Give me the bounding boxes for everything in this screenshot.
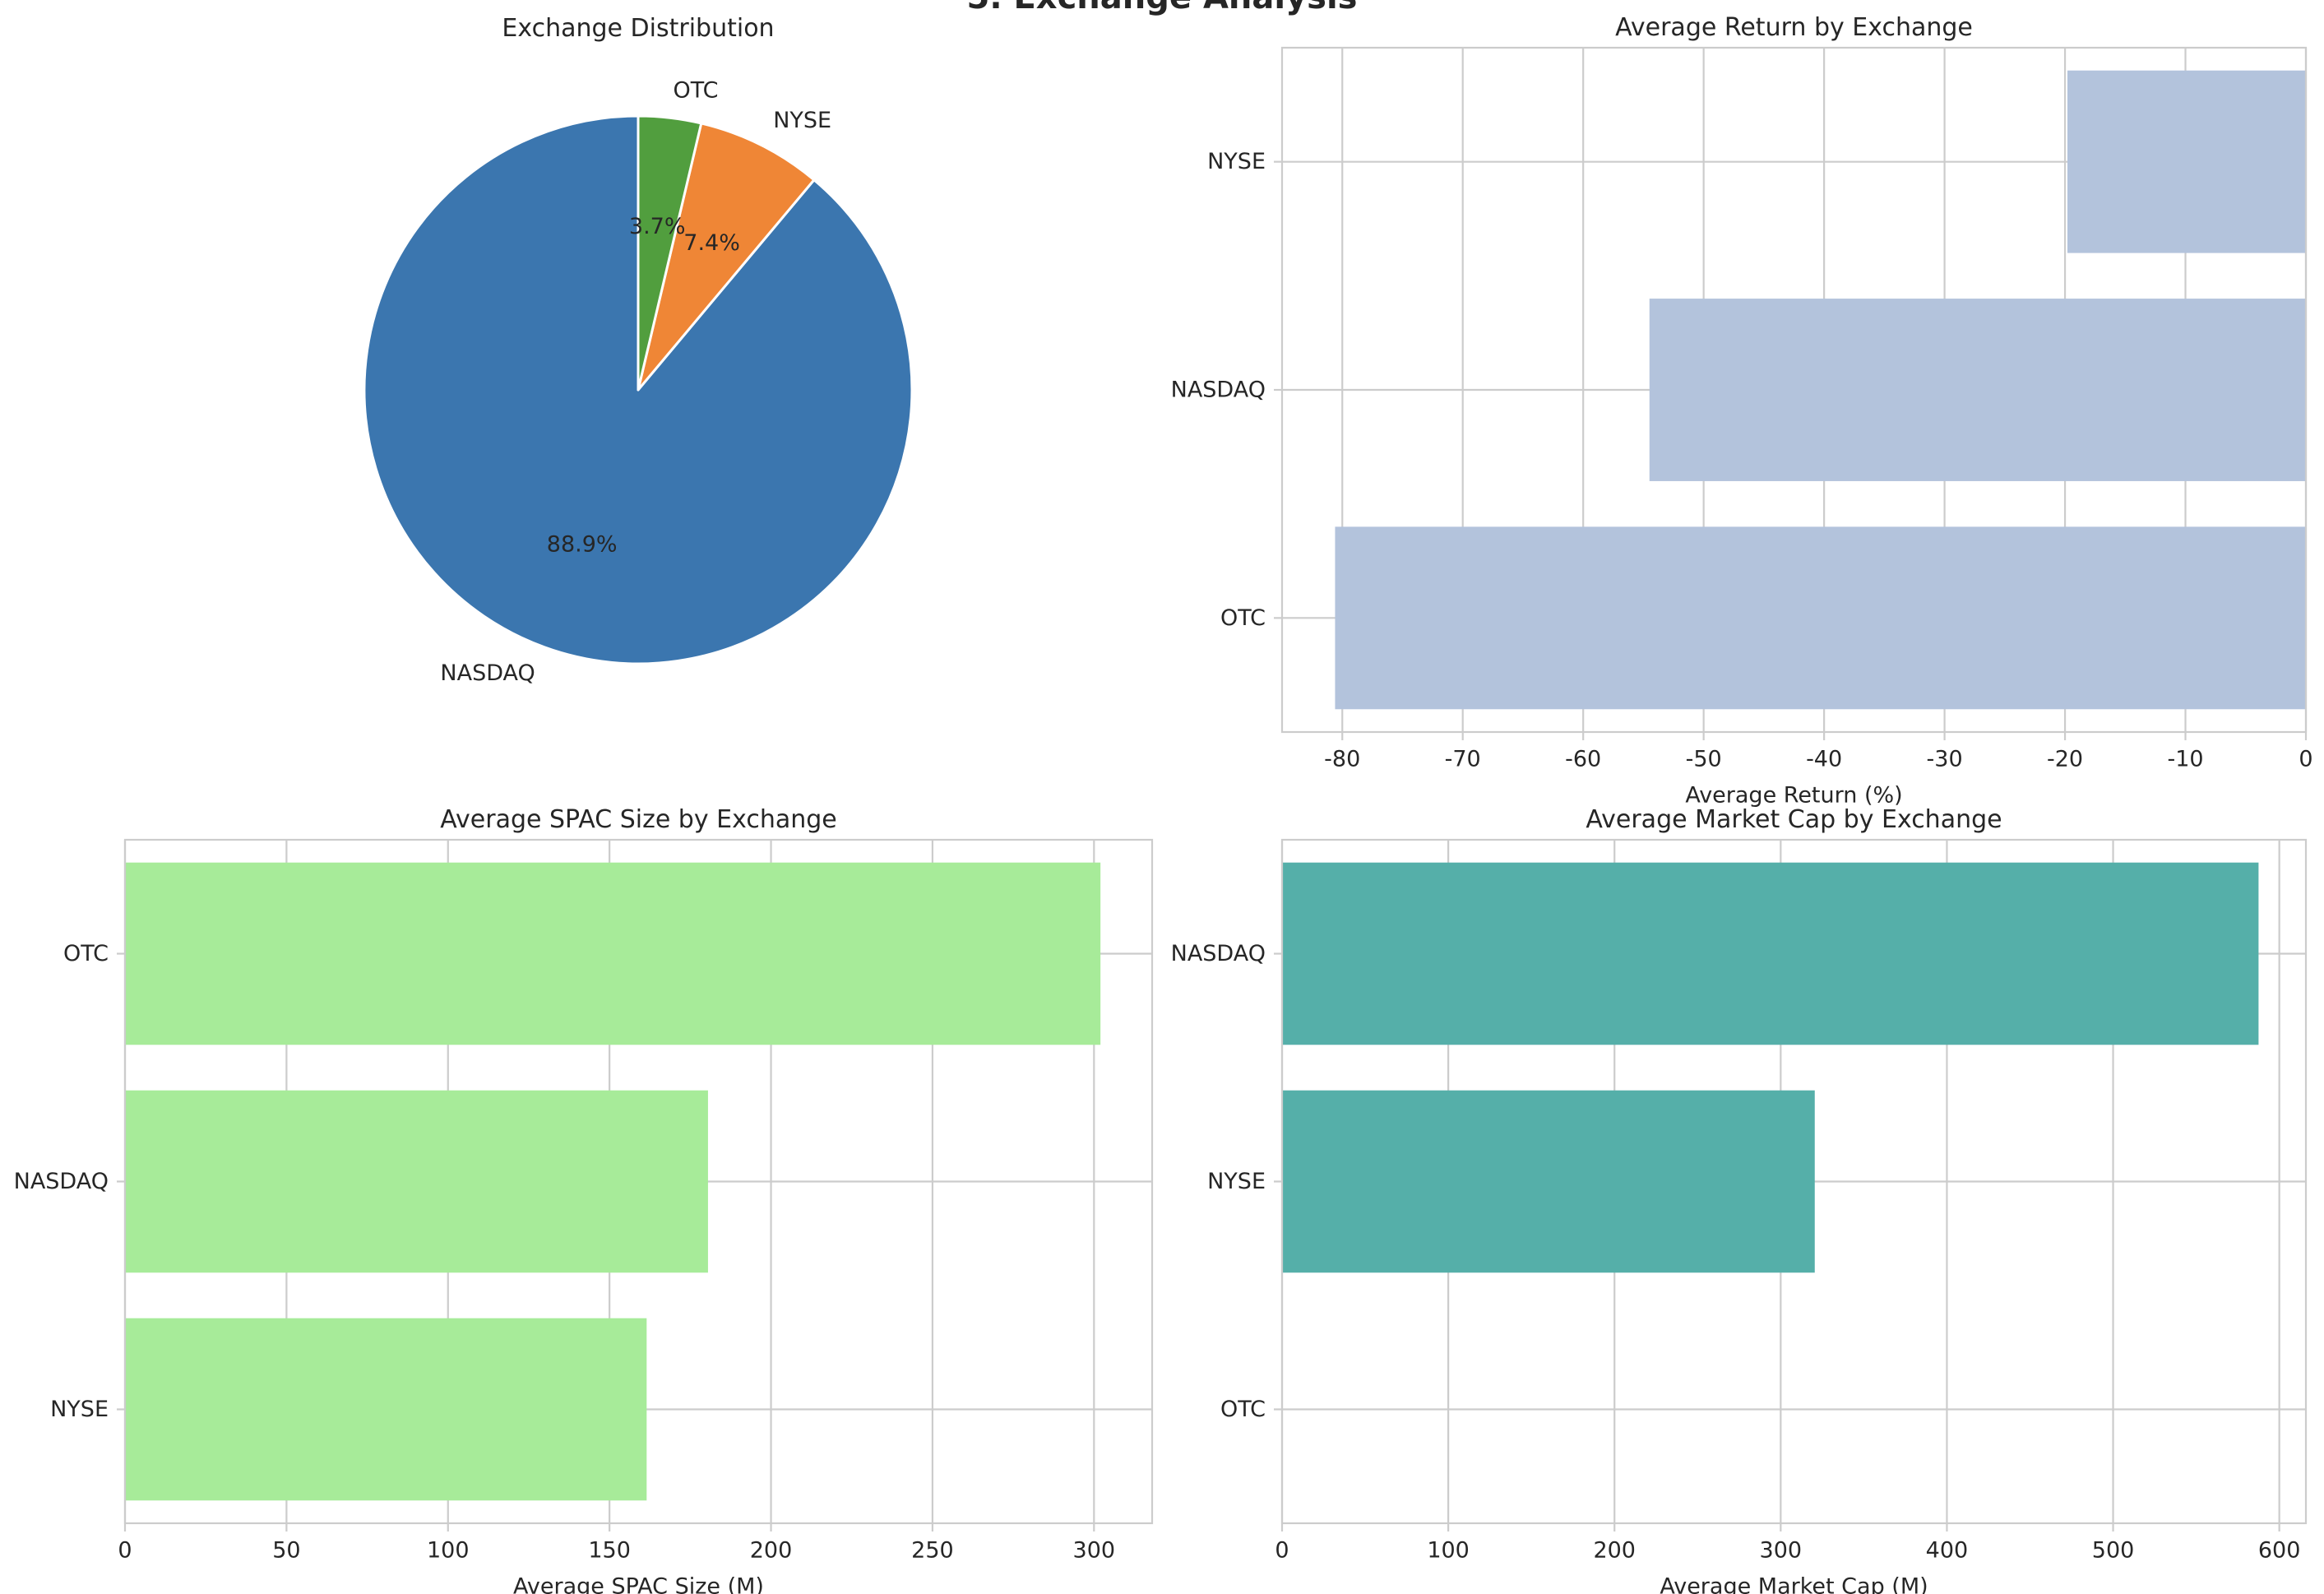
x-tick-label: 400	[1926, 1538, 1969, 1564]
x-tick-label: -50	[1686, 747, 1722, 772]
y-tick-label-nasdaq: NASDAQ	[14, 1169, 109, 1194]
pie-label-nasdaq: NASDAQ	[440, 660, 535, 686]
x-tick-label: 0	[118, 1538, 132, 1564]
bar-otc	[1335, 526, 2306, 710]
x-tick-label: -70	[1445, 747, 1481, 772]
x-tick-label: -10	[2167, 747, 2203, 772]
x-tick-label: 0	[1275, 1538, 1289, 1564]
exchange-distribution-pie-chart: Exchange Distribution NASDAQ 88.9% NYSE 7.4%…	[363, 14, 914, 686]
bar-otc	[125, 862, 1101, 1045]
pie-label-nyse: NYSE	[773, 108, 831, 133]
x-tick-label: -60	[1565, 747, 1601, 772]
x-tick-label: 200	[1593, 1538, 1636, 1564]
x-tick-label: 150	[588, 1538, 631, 1564]
chart-title: Average SPAC Size by Exchange	[440, 805, 836, 834]
x-tick-label: 300	[1760, 1538, 1803, 1564]
x-tick-label: -80	[1324, 747, 1360, 772]
x-tick-label: 500	[2092, 1538, 2135, 1564]
figure-title: 5. Exchange Analysis	[967, 0, 1358, 16]
chart-title: Average Market Cap by Exchange	[1586, 805, 2002, 834]
y-tick-label-nyse: NYSE	[50, 1397, 109, 1422]
x-tick-label: 250	[911, 1538, 954, 1564]
pie-pct-label-nyse: 7.4%	[683, 230, 740, 256]
x-axis-label: Average Market Cap (M)	[1660, 1574, 1928, 1594]
x-tick-label: -40	[1806, 747, 1842, 772]
y-tick-label-otc: OTC	[63, 941, 109, 966]
bar-nyse	[1282, 1090, 1815, 1273]
x-tick-label: 600	[2258, 1538, 2301, 1564]
y-tick-label-nyse: NYSE	[1207, 149, 1266, 174]
x-axis-label: Average Return (%)	[1685, 783, 1902, 809]
x-tick-label: 0	[2299, 747, 2312, 772]
bar-nyse	[125, 1318, 647, 1501]
x-tick-label: 50	[272, 1538, 300, 1564]
bar-nasdaq	[1282, 862, 2259, 1045]
bar-nasdaq	[125, 1090, 708, 1273]
bar-nyse	[2067, 70, 2306, 253]
average-market-cap-bar-chart: 0 100 200 300 400 500 600 NASDAQ NYSE OTC Average …	[1171, 805, 2308, 1594]
x-tick-label: 100	[1427, 1538, 1470, 1564]
y-tick-label-nasdaq: NASDAQ	[1171, 941, 1266, 966]
pie-pct-label-otc: 3.7%	[629, 214, 686, 239]
y-tick-label-otc: OTC	[1220, 605, 1266, 631]
average-spac-size-bar-chart: 0 50 100 150 200 250 300 OTC NASDAQ NYSE Average S…	[14, 805, 1154, 1594]
x-tick-label: -20	[2047, 747, 2083, 772]
pie-pct-label-nasdaq: 88.9%	[547, 531, 618, 557]
pie-slice-nyse	[637, 122, 816, 392]
pie-slice-otc	[637, 114, 703, 392]
x-tick-label: 100	[427, 1538, 470, 1564]
x-axis-label: Average SPAC Size (M)	[513, 1574, 764, 1594]
chart-title: Average Return by Exchange	[1615, 13, 1973, 42]
chart-title: Exchange Distribution	[502, 14, 774, 43]
y-tick-label-otc: OTC	[1220, 1397, 1266, 1422]
x-tick-label: 300	[1073, 1538, 1116, 1564]
x-tick-label: 200	[750, 1538, 793, 1564]
x-tick-label: -30	[1927, 747, 1963, 772]
y-tick-label-nasdaq: NASDAQ	[1171, 378, 1266, 403]
bar-nasdaq	[1649, 299, 2306, 481]
y-tick-label-nyse: NYSE	[1207, 1169, 1266, 1194]
pie-label-otc: OTC	[674, 78, 719, 104]
average-return-bar-chart: -80 -70 -60 -50 -40 -30 -20 -10 0 NYSE NASDAQ OTC Av…	[1171, 13, 2313, 809]
